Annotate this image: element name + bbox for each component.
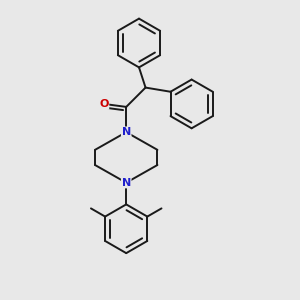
Text: O: O: [99, 99, 109, 109]
Text: N: N: [122, 178, 131, 188]
Text: N: N: [122, 127, 131, 137]
